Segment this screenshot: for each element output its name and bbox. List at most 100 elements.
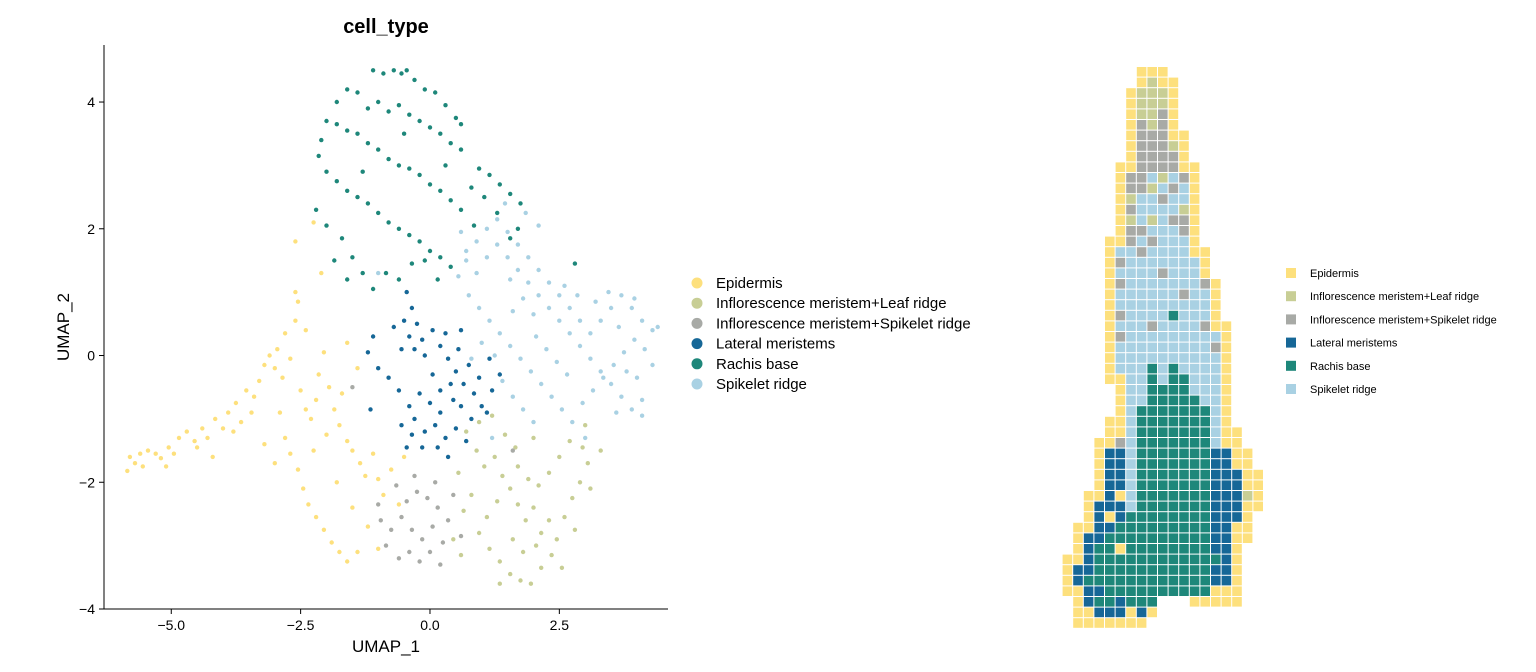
spatial-tile — [1115, 469, 1126, 480]
spatial-tile — [1179, 247, 1189, 257]
data-point — [557, 454, 562, 460]
data-point — [458, 229, 464, 235]
data-point — [505, 255, 510, 260]
spatial-tile — [1189, 501, 1200, 512]
data-point — [407, 232, 412, 238]
data-point — [365, 524, 371, 529]
data-point — [412, 347, 417, 352]
data-point — [453, 369, 459, 374]
spatial-tile — [1115, 353, 1126, 363]
spatial-tile — [1221, 353, 1232, 363]
legend-label: Spikelet ridge — [1310, 384, 1377, 396]
spatial-tile — [1200, 406, 1210, 416]
spatial-tile — [1168, 247, 1179, 257]
data-point — [639, 397, 645, 403]
data-point — [577, 480, 583, 485]
spatial-tile — [1189, 226, 1200, 236]
spatial-tile — [1200, 544, 1210, 554]
data-point — [332, 407, 337, 412]
spatial-tile — [1136, 247, 1147, 257]
spatial-tile — [1115, 544, 1126, 554]
data-point — [572, 261, 578, 266]
data-point — [598, 318, 603, 323]
spatial-tile — [1136, 416, 1147, 427]
data-point — [539, 381, 544, 387]
data-point — [508, 486, 513, 491]
data-point — [231, 429, 236, 434]
data-point — [469, 356, 474, 361]
data-point — [476, 530, 482, 536]
spatial-tile — [1200, 268, 1210, 278]
spatial-tile — [1105, 607, 1115, 618]
data-point — [505, 229, 510, 235]
spatial-tile — [1136, 565, 1147, 575]
spatial-tile — [1232, 544, 1242, 554]
spatial-tile — [1158, 236, 1168, 247]
data-point — [435, 505, 440, 510]
data-point — [518, 578, 523, 583]
spatial-tile — [1126, 247, 1136, 257]
data-point — [420, 337, 425, 342]
data-point — [528, 369, 534, 374]
spatial-tile — [1189, 554, 1200, 565]
data-point — [357, 461, 363, 466]
spatial-tile — [1136, 204, 1147, 215]
spatial-tile — [1147, 162, 1157, 172]
data-point — [471, 223, 477, 228]
spatial-tile — [1083, 618, 1094, 628]
data-point — [401, 318, 407, 323]
spatial-tile — [1062, 586, 1073, 596]
data-point — [515, 226, 521, 231]
spatial-tile — [1189, 448, 1200, 459]
data-point — [487, 318, 492, 323]
spatial-tile — [1136, 215, 1147, 225]
data-point — [412, 77, 417, 83]
data-point — [210, 454, 215, 460]
spatial-tile — [1126, 289, 1136, 300]
spatial-tile — [1147, 151, 1157, 162]
data-point — [438, 131, 443, 136]
data-point — [339, 391, 345, 396]
data-point — [337, 549, 342, 555]
data-point — [466, 362, 471, 368]
spatial-tile — [1211, 438, 1221, 448]
spatial-tile — [1200, 353, 1210, 363]
spatial-tile — [1147, 501, 1157, 512]
spatial-tile — [1200, 597, 1210, 607]
spatial-tile — [1126, 491, 1136, 501]
spatial-tile — [1168, 88, 1179, 98]
x-axis-ticks: −5.0 −2.5 0.0 2.5 — [157, 609, 569, 633]
spatial-tile — [1105, 501, 1115, 512]
spatial-tile — [1211, 342, 1221, 353]
spatial-tile — [1115, 279, 1126, 289]
data-point — [282, 435, 288, 441]
spatial-tile — [1105, 533, 1115, 543]
data-point — [433, 480, 438, 485]
data-point — [420, 445, 425, 450]
spatial-tile — [1221, 575, 1232, 586]
spatial-tile — [1094, 438, 1104, 448]
spatial-tile — [1147, 363, 1157, 374]
data-point — [495, 210, 500, 216]
spatial-tile — [1126, 173, 1136, 183]
spatial-tile — [1158, 438, 1168, 448]
data-point — [489, 413, 495, 418]
data-point — [497, 372, 502, 377]
spatial-tile — [1126, 512, 1136, 522]
spatial-tile — [1147, 226, 1157, 236]
data-point — [295, 467, 301, 472]
y-tick-label: −2 — [79, 474, 95, 490]
legend-key — [691, 338, 703, 350]
spatial-tile — [1200, 300, 1210, 310]
data-point — [430, 524, 435, 529]
spatial-tile — [1200, 363, 1210, 374]
legend-key — [691, 277, 703, 289]
data-point — [482, 464, 487, 469]
data-point — [438, 410, 443, 415]
data-point — [464, 248, 469, 254]
spatial-tile — [1147, 427, 1157, 437]
spatial-tile — [1073, 554, 1083, 565]
data-point — [443, 331, 448, 336]
spatial-tile — [1147, 88, 1157, 98]
data-point — [438, 343, 443, 349]
